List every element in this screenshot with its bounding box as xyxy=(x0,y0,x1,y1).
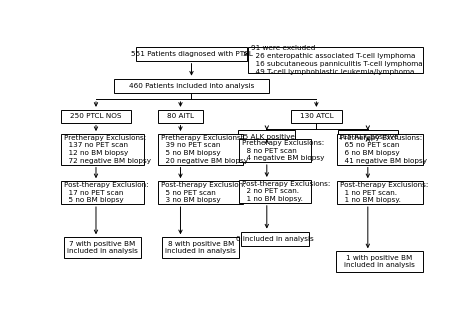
FancyBboxPatch shape xyxy=(248,47,423,73)
Text: Post-therapy Exclusions:
  1 no PET scan.
  1 no BM biopsy.: Post-therapy Exclusions: 1 no PET scan. … xyxy=(339,182,428,203)
FancyBboxPatch shape xyxy=(239,180,311,203)
Text: 91 were excluded
  26 enteropathic associated T-cell lymphoma
  16 subcutaneous : 91 were excluded 26 enteropathic associa… xyxy=(251,45,423,75)
FancyBboxPatch shape xyxy=(61,110,131,122)
Text: Post-therapy Exclusions:
  2 no PET scan.
  1 no BM biopsy.: Post-therapy Exclusions: 2 no PET scan. … xyxy=(242,181,330,202)
Text: Pretherapy Exclusions:
  39 no PET scan
  5 no BM biopsy
  20 negative BM biopsy: Pretherapy Exclusions: 39 no PET scan 5 … xyxy=(161,135,248,164)
FancyBboxPatch shape xyxy=(114,78,269,93)
FancyBboxPatch shape xyxy=(241,231,309,246)
FancyBboxPatch shape xyxy=(61,134,144,165)
Text: 0 included in analysis: 0 included in analysis xyxy=(236,236,314,242)
FancyBboxPatch shape xyxy=(158,181,243,204)
FancyBboxPatch shape xyxy=(158,134,243,165)
Text: Pretherapy Exclusions:
  137 no PET scan
  12 no BM biopsy
  72 negative BM biop: Pretherapy Exclusions: 137 no PET scan 1… xyxy=(64,135,151,164)
FancyBboxPatch shape xyxy=(337,181,423,204)
FancyBboxPatch shape xyxy=(337,251,423,272)
FancyBboxPatch shape xyxy=(137,47,246,61)
Text: 1 with positive BM
included in analysis: 1 with positive BM included in analysis xyxy=(344,255,415,268)
Text: Pretherapy Exclusions:
  8 no PET scan
  4 negative BM biopsy: Pretherapy Exclusions: 8 no PET scan 4 n… xyxy=(242,140,325,161)
Text: Post-therapy Exclusion:
  17 no PET scan
  5 no BM biopsy: Post-therapy Exclusion: 17 no PET scan 5… xyxy=(64,182,149,203)
FancyBboxPatch shape xyxy=(61,181,144,204)
Text: 7 with positive BM
included in analysis: 7 with positive BM included in analysis xyxy=(67,241,138,254)
Text: 8 with positive BM
included in analysis: 8 with positive BM included in analysis xyxy=(165,241,236,254)
Text: 15 ALK positive: 15 ALK positive xyxy=(239,134,295,140)
Text: 460 Patients included into analysis: 460 Patients included into analysis xyxy=(129,83,254,89)
FancyBboxPatch shape xyxy=(239,139,311,162)
Text: 130 ATCL: 130 ATCL xyxy=(300,113,333,119)
Text: 115 ALK positive: 115 ALK positive xyxy=(337,134,398,140)
FancyBboxPatch shape xyxy=(162,237,239,258)
FancyBboxPatch shape xyxy=(238,130,295,143)
Text: Pretherapy Exclusions:
  65 no PET scan
  6 no BM biopsy
  41 negative BM biopsy: Pretherapy Exclusions: 65 no PET scan 6 … xyxy=(339,135,427,164)
FancyBboxPatch shape xyxy=(291,110,342,122)
Text: 551 Patients diagnosed with PTCL: 551 Patients diagnosed with PTCL xyxy=(131,51,252,57)
Text: 250 PTCL NOS: 250 PTCL NOS xyxy=(70,113,122,119)
FancyBboxPatch shape xyxy=(64,237,141,258)
FancyBboxPatch shape xyxy=(158,110,202,122)
FancyBboxPatch shape xyxy=(337,134,423,165)
Text: 80 AITL: 80 AITL xyxy=(167,113,194,119)
FancyBboxPatch shape xyxy=(337,130,398,143)
Text: Post-therapy Exclusion:
  5 no PET scan
  3 no BM biopsy: Post-therapy Exclusion: 5 no PET scan 3 … xyxy=(161,182,246,203)
